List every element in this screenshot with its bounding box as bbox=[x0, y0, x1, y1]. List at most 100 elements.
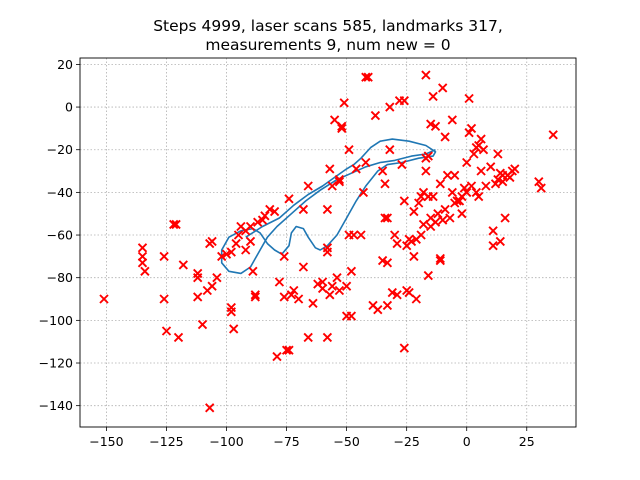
landmark-marker bbox=[377, 166, 388, 176]
landmark-marker bbox=[286, 290, 297, 300]
landmark-marker bbox=[409, 251, 419, 262]
landmark-marker bbox=[284, 194, 294, 204]
landmark-marker bbox=[337, 121, 347, 131]
landmark-marker bbox=[245, 236, 256, 247]
landmark-marker bbox=[435, 253, 445, 264]
landmark-marker bbox=[308, 298, 318, 308]
landmark-marker bbox=[474, 191, 484, 202]
landmark-marker bbox=[279, 251, 289, 262]
landmark-marker bbox=[325, 290, 335, 300]
landmark-marker bbox=[334, 174, 345, 185]
landmark-marker bbox=[382, 300, 393, 311]
landmark-marker bbox=[193, 273, 203, 283]
landmark-marker bbox=[411, 294, 421, 304]
x-tick-label: −125 bbox=[149, 434, 183, 449]
landmark-marker bbox=[217, 251, 227, 262]
y-tick-label: −80 bbox=[47, 270, 73, 285]
axes: −150 −125 −100 −75 −50 −25 0 25 −140 −120 −100 −80 −… bbox=[39, 57, 535, 449]
x-tick-label: −50 bbox=[333, 434, 359, 449]
landmark-marker bbox=[416, 230, 426, 240]
landmark-marker bbox=[414, 198, 424, 208]
landmark-marker bbox=[137, 258, 148, 268]
landmark-marker bbox=[274, 277, 285, 287]
landmark-marker bbox=[349, 230, 359, 240]
landmark-marker bbox=[390, 230, 400, 240]
plot-frame bbox=[79, 57, 577, 428]
landmark-marker bbox=[493, 149, 503, 159]
landmark-marker bbox=[370, 110, 381, 121]
landmark-marker bbox=[377, 255, 388, 266]
landmark-marker bbox=[161, 326, 172, 336]
landmark-marker bbox=[140, 266, 150, 276]
landmark-marker bbox=[440, 204, 450, 215]
landmark-marker bbox=[226, 302, 236, 313]
landmark-marker bbox=[327, 181, 337, 191]
chart-title-line-1: Steps 4999, laser scans 585, landmarks 3… bbox=[153, 17, 503, 35]
landmark-marker bbox=[466, 123, 477, 134]
landmark-marker bbox=[231, 238, 241, 249]
landmark-marker bbox=[450, 170, 460, 180]
landmark-marker bbox=[433, 209, 443, 219]
landmark-marker bbox=[488, 241, 498, 251]
chart-title-line-2: measurements 9, num new = 0 bbox=[205, 36, 450, 54]
landmark-marker bbox=[298, 262, 309, 272]
landmark-marker bbox=[361, 157, 371, 168]
landmark-marker bbox=[250, 292, 260, 302]
landmark-marker bbox=[498, 177, 508, 187]
x-tick-label: −75 bbox=[273, 434, 299, 449]
landmark-marker bbox=[346, 311, 357, 321]
landmark-marker bbox=[462, 187, 472, 198]
landmark-marker bbox=[428, 91, 438, 102]
landmark-marker bbox=[279, 292, 289, 302]
landmark-marker bbox=[325, 164, 335, 174]
landmark-marker bbox=[178, 260, 188, 270]
landmark-marker bbox=[269, 206, 280, 217]
landmark-marker bbox=[272, 351, 282, 362]
landmark-marker bbox=[298, 204, 309, 215]
landmark-marker bbox=[505, 172, 515, 183]
y-tick-label: −140 bbox=[39, 398, 73, 413]
landmark-marker bbox=[248, 266, 258, 276]
landmark-marker bbox=[387, 287, 397, 298]
landmark-marker bbox=[229, 324, 239, 334]
trajectory-series bbox=[220, 138, 437, 275]
landmark-marker bbox=[346, 266, 357, 276]
landmark-marker bbox=[478, 145, 489, 155]
landmark-marker bbox=[253, 217, 263, 227]
landmark-marker bbox=[430, 121, 441, 131]
landmark-marker bbox=[385, 102, 395, 112]
landmark-marker bbox=[293, 294, 304, 304]
landmark-marker bbox=[226, 247, 236, 257]
landmark-marker bbox=[466, 181, 477, 191]
landmark-marker bbox=[418, 219, 429, 230]
landmark-marker bbox=[382, 213, 393, 223]
landmark-marker bbox=[193, 292, 203, 302]
landmark-marker bbox=[454, 196, 465, 206]
landmark-marker bbox=[462, 157, 472, 168]
x-tick-label: −25 bbox=[393, 434, 419, 449]
landmark-marker bbox=[260, 211, 270, 221]
landmark-marker bbox=[447, 187, 457, 198]
landmark-marker bbox=[221, 249, 232, 259]
landmark-marker bbox=[327, 281, 337, 291]
landmark-marker bbox=[212, 273, 222, 283]
x-tick-label: 25 bbox=[519, 434, 535, 449]
landmark-marker bbox=[421, 166, 431, 176]
landmark-marker bbox=[382, 258, 393, 268]
landmark-marker bbox=[476, 166, 486, 176]
landmark-marker bbox=[548, 130, 558, 140]
landmark-marker bbox=[392, 290, 402, 300]
landmark-marker bbox=[534, 177, 544, 187]
landmark-marker bbox=[409, 206, 419, 217]
landmark-marker bbox=[284, 345, 294, 355]
landmark-marker bbox=[358, 187, 369, 198]
landmark-marker bbox=[303, 332, 313, 343]
landmark-marker bbox=[173, 332, 184, 343]
landmark-marker bbox=[159, 294, 169, 304]
x-tick-label: −150 bbox=[89, 434, 123, 449]
landmark-marker bbox=[351, 164, 361, 174]
trajectory-line bbox=[220, 138, 437, 275]
y-tick-label: 0 bbox=[65, 100, 73, 115]
landmark-marker bbox=[438, 215, 448, 225]
